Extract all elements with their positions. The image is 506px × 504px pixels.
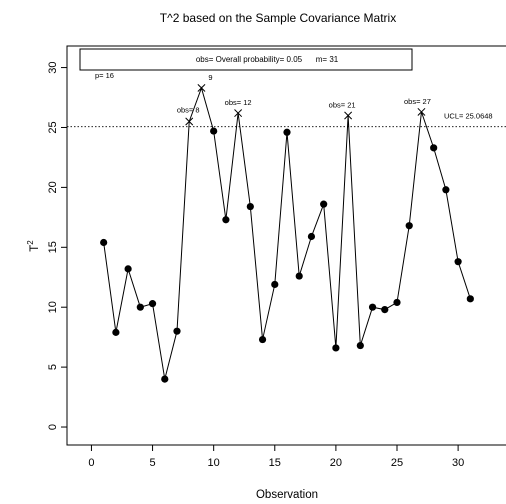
y-axis: 0 5 10 15 20 25 30 — [47, 61, 67, 430]
out-of-control-point — [344, 111, 353, 120]
out-of-control-label: obs= 21 — [329, 100, 356, 109]
y-tick-label: 20 — [47, 181, 59, 193]
cross-stroke-b — [185, 117, 194, 126]
data-point — [405, 222, 413, 230]
y-tick-label: 10 — [47, 301, 59, 313]
x-axis: 0 5 10 15 20 25 30 — [88, 445, 464, 469]
marks-group: obs= 8 9 obs= 12 obs= 21 obs= 27 — [100, 73, 474, 383]
data-point — [161, 375, 169, 383]
data-point — [271, 280, 279, 289]
cross-stroke-b — [417, 107, 426, 116]
x-tick-label: 15 — [269, 457, 281, 469]
ucl-group: UCL= 25.0648 — [67, 112, 506, 128]
out-of-control-label: 9 — [208, 73, 212, 82]
y-axis-label-main: T — [29, 245, 41, 252]
y-tick-label: 30 — [47, 61, 59, 73]
out-of-control-label: obs= 8 — [177, 105, 200, 114]
ucl-label: UCL= 25.0648 — [444, 112, 493, 121]
out-of-control-point — [197, 83, 206, 92]
data-point — [136, 303, 144, 311]
data-point — [320, 200, 328, 208]
data-point — [283, 128, 291, 136]
y-tick-label: 0 — [47, 424, 59, 430]
y-tick-label: 25 — [47, 121, 59, 133]
out-of-control-label: obs= 27 — [404, 97, 431, 106]
info-box-m: m= 31 — [316, 55, 339, 64]
cross-stroke-b — [344, 111, 353, 120]
data-point — [368, 303, 377, 311]
data-point — [381, 306, 389, 314]
out-of-control-label: obs= 12 — [225, 98, 252, 107]
x-tick-label: 20 — [330, 457, 342, 469]
x-tick-label: 0 — [88, 457, 94, 469]
x-tick-label: 10 — [208, 457, 220, 469]
data-point — [442, 186, 450, 194]
data-point — [210, 127, 218, 135]
y-axis-label-sup: 2 — [26, 240, 35, 245]
info-box: obs= Overall probability= 0.05 m= 31 — [79, 48, 413, 71]
out-of-control-point — [185, 117, 194, 126]
y-tick-label: 15 — [47, 241, 59, 253]
cross-stroke-b — [234, 109, 243, 118]
data-point — [246, 202, 254, 211]
data-point — [466, 295, 474, 303]
data-point — [148, 300, 157, 308]
x-axis-label: Observation — [256, 489, 318, 501]
cross-stroke-b — [197, 83, 206, 92]
data-point — [356, 341, 364, 350]
info-box-probability: obs= Overall probability= 0.05 — [196, 55, 303, 64]
x-tick-label: 30 — [452, 457, 464, 469]
data-point — [295, 272, 303, 280]
y-axis-label: T2 — [26, 240, 41, 252]
data-point — [454, 258, 462, 266]
x-tick-label: 25 — [391, 457, 403, 469]
x-tick-label: 5 — [149, 457, 155, 469]
data-point — [307, 232, 316, 241]
y-tick-label: 5 — [47, 364, 59, 370]
p-label: p= 16 — [95, 71, 114, 80]
data-point — [332, 344, 340, 352]
out-of-control-point — [417, 107, 426, 116]
data-point — [173, 327, 181, 335]
data-point — [222, 216, 230, 224]
info-box-frame — [79, 48, 413, 71]
data-point — [100, 238, 108, 247]
plot-frame — [66, 45, 506, 446]
data-point — [430, 144, 438, 152]
data-point — [112, 328, 120, 336]
out-of-control-point — [234, 109, 243, 118]
data-point — [258, 335, 267, 344]
data-point — [393, 298, 401, 307]
data-point — [124, 265, 132, 273]
chart-title: T^2 based on the Sample Covariance Matri… — [160, 11, 396, 25]
